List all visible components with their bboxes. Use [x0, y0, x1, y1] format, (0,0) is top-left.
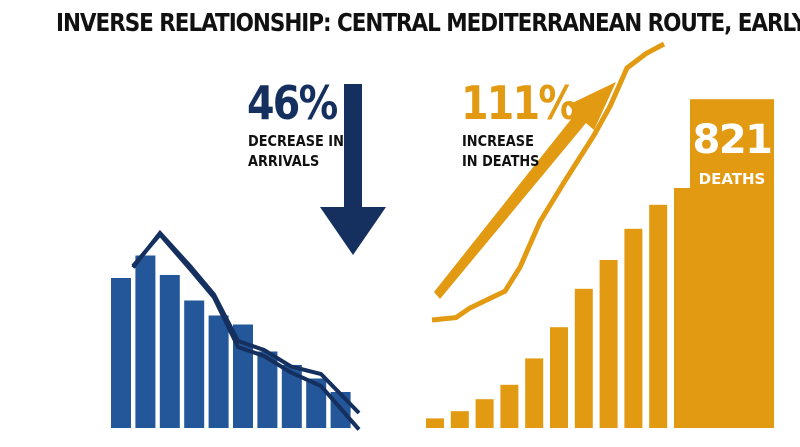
deaths-total-value: 821 [692, 117, 774, 163]
deaths-bar [525, 358, 544, 428]
decrease-arrow-icon [320, 84, 386, 255]
arrivals-bar [281, 365, 302, 428]
deaths-total-bar [690, 99, 774, 428]
arrivals-change-caption: DECREASE IN ARRIVALS [248, 131, 344, 171]
deaths-bar [599, 260, 618, 428]
arrivals-trend-line [131, 231, 361, 431]
deaths-bar [624, 228, 643, 428]
deaths-caption-line2: IN DEATHS [462, 152, 540, 170]
deaths-caption-line1: INCREASE [462, 132, 534, 150]
arrivals-chart [111, 84, 386, 431]
deaths-bar [649, 204, 668, 428]
deaths-bar [550, 327, 568, 428]
arrivals-bar [159, 275, 180, 428]
increase-arrow-icon [434, 82, 616, 299]
deaths-bar [426, 418, 444, 428]
deaths-total-label: DEATHS [698, 170, 766, 188]
headline: INVERSE RELATIONSHIP: CENTRAL MEDITERRAN… [56, 8, 800, 37]
arrivals-bar [208, 315, 229, 428]
deaths-bar [475, 399, 494, 428]
arrivals-bar [135, 255, 156, 428]
arrivals-bar [306, 378, 327, 428]
deaths-bar [500, 384, 519, 428]
arrivals-change-value: 46% [247, 76, 338, 130]
arrivals-caption-line2: ARRIVALS [248, 152, 320, 170]
deaths-trend-line [431, 41, 666, 323]
arrivals-caption-line1: DECREASE IN [248, 132, 344, 150]
deaths-change-caption: INCREASE IN DEATHS [462, 131, 539, 171]
deaths-change-value: 111% [461, 76, 578, 130]
arrivals-bar [111, 278, 131, 428]
deaths-bar [574, 288, 593, 428]
arrivals-bar [184, 300, 205, 428]
arrivals-bar [257, 351, 278, 428]
deaths-bar [674, 188, 692, 428]
deaths-bar [450, 411, 469, 428]
deaths-chart [426, 41, 774, 428]
